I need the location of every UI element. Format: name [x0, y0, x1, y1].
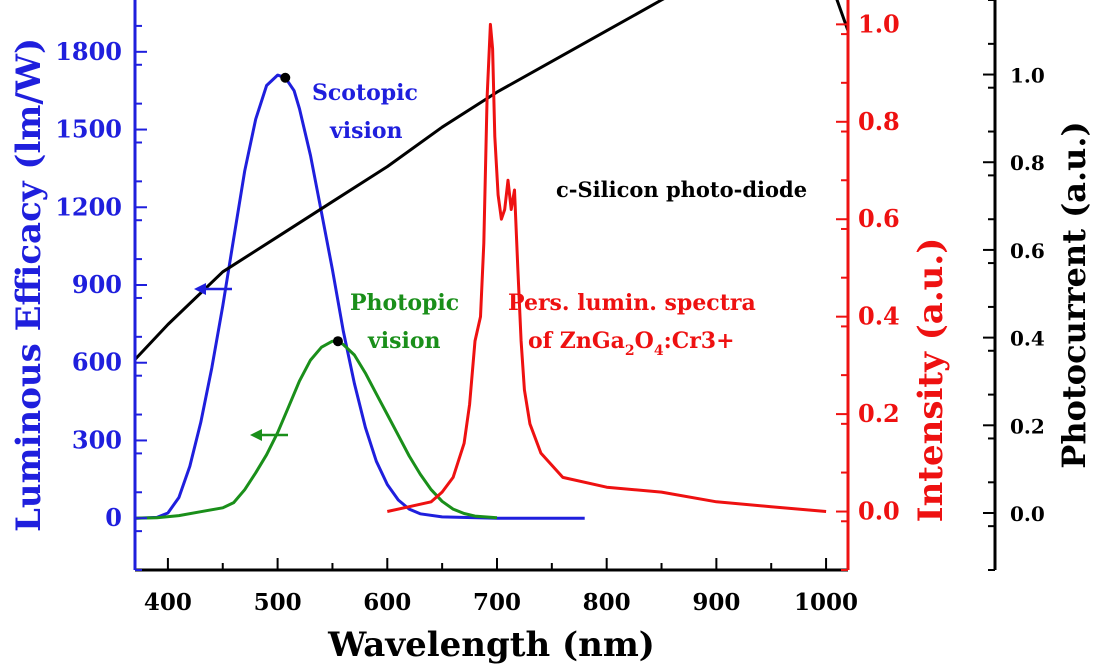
- right_black-tick-label: 0.0: [1010, 502, 1045, 526]
- x-tick-label: 500: [254, 589, 302, 616]
- right_black-title: Photocurrent (a.u.): [1055, 121, 1093, 468]
- peak-marker-1: [332, 336, 343, 347]
- x-axis-title: Wavelength (nm): [327, 625, 655, 665]
- silicon-label: c-Silicon photo-diode: [556, 177, 807, 202]
- x-axis: 400 500 600 700 800 900 1000 Wavelength (nm): [144, 558, 858, 665]
- right_black-tick-label: 0.8: [1010, 151, 1045, 175]
- right_red-tick-label: 0.0: [858, 497, 900, 526]
- photopic-label-line1: Photopic: [350, 290, 459, 316]
- left-tick-label: 1800: [55, 37, 122, 66]
- chart-curves: [133, 0, 850, 520]
- right_black-tick-label: 0.2: [1010, 414, 1045, 438]
- x-tick-label: 600: [363, 589, 411, 616]
- spectra-label-sub1: 2: [625, 343, 635, 359]
- chart-frame: [133, 0, 997, 572]
- x-tick-label: 1000: [794, 589, 858, 616]
- left-tick-label: 300: [72, 425, 122, 454]
- photocurrent-axis: 0.0 0.2 0.4 0.6 0.8 1.0 Photocurrent (a.u.): [983, 0, 1093, 571]
- right_red-tick-label: 0.6: [858, 204, 900, 233]
- right_red-tick-label: 0.8: [858, 107, 900, 136]
- left-tick-label: 900: [72, 270, 122, 299]
- right_black-tick-label: 1.0: [1010, 64, 1045, 88]
- intensity-axis: 0.0 0.2 0.4 0.6 0.8 1.0 Intensity (a.u.): [836, 9, 951, 571]
- left-tick-label: 1200: [55, 192, 122, 221]
- right_red-tick-label: 0.4: [858, 302, 900, 331]
- peak-marker-0: [280, 72, 291, 83]
- spectra-label-prefix: of ZnGa: [528, 328, 625, 354]
- right_red-tick-label: 1.0: [858, 9, 900, 38]
- x-tick-label: 700: [473, 589, 521, 616]
- spectra-label-suffix: :Cr3+: [664, 328, 735, 354]
- left-tick-label: 0: [105, 503, 122, 532]
- chart-annotations: Scotopic vision Photopic vision c-Silico…: [194, 80, 807, 441]
- spectra-label-mid: O: [635, 328, 654, 354]
- left-tick-label: 1500: [55, 115, 122, 144]
- spectra-label-line2: of ZnGa2O4:Cr3+: [528, 328, 735, 359]
- right_red-title: Intensity (a.u.): [911, 238, 951, 523]
- spectra-label-line1: Pers. lumin. spectra: [508, 290, 756, 316]
- x-tick-label: 800: [583, 589, 631, 616]
- photopic-label-line2: vision: [367, 328, 441, 354]
- scotopic-arrow: [194, 283, 232, 295]
- left-title: Luminous Efficacy (lm/W): [9, 38, 49, 532]
- right_black-tick-label: 0.4: [1010, 327, 1045, 351]
- x-tick-label: 400: [144, 589, 192, 616]
- right_black-tick-label: 0.6: [1010, 239, 1045, 263]
- x-tick-label: 900: [692, 589, 740, 616]
- left-tick-label: 600: [72, 348, 122, 377]
- series-line-3: [386, 22, 827, 513]
- photopic-arrow: [250, 429, 288, 441]
- series-line-2: [133, 0, 850, 361]
- scotopic-label-line1: Scotopic: [312, 80, 418, 106]
- scotopic-label-line2: vision: [329, 118, 403, 144]
- spectra-label-sub2: 4: [654, 343, 664, 359]
- series-line-0: [134, 73, 585, 520]
- right_red-tick-label: 0.2: [858, 399, 900, 428]
